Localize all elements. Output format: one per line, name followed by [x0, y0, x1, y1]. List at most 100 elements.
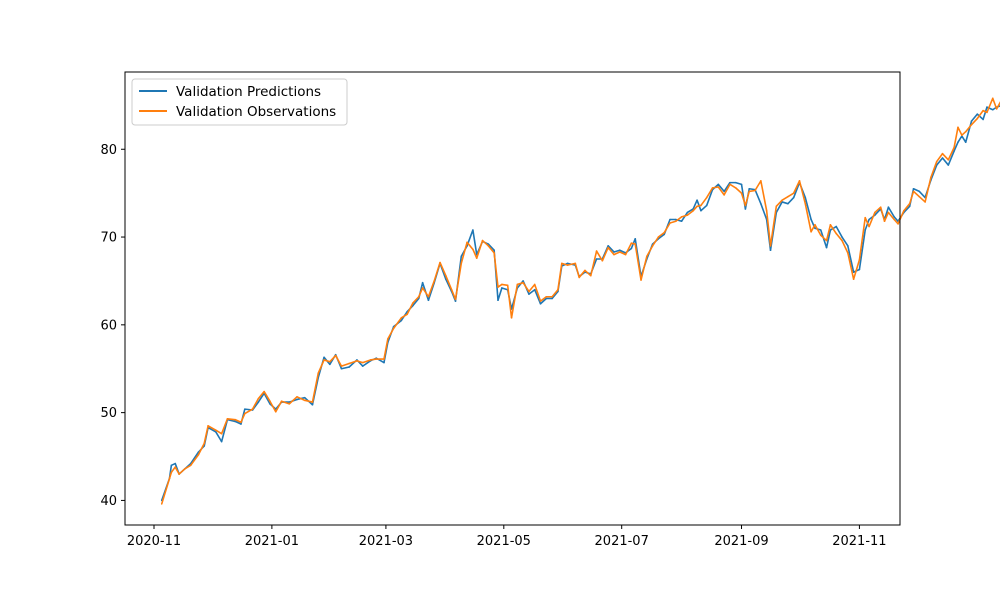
- data-point: [421, 287, 424, 289]
- data-point: [723, 190, 725, 193]
- x-tick-label: 2021-03: [359, 534, 413, 549]
- data-point: [775, 205, 778, 208]
- data-point: [995, 108, 998, 110]
- plot-area: [125, 72, 900, 525]
- data-point: [566, 262, 569, 265]
- data-point: [323, 359, 325, 361]
- data-point: [634, 238, 637, 240]
- data-point: [340, 365, 343, 367]
- data-point: [887, 211, 890, 214]
- data-point: [383, 358, 385, 360]
- data-point: [804, 196, 807, 199]
- data-point: [792, 192, 795, 194]
- data-point: [522, 280, 524, 282]
- data-point: [947, 158, 950, 161]
- legend: Validation Predictions Validation Observ…: [131, 78, 348, 126]
- data-point: [510, 317, 513, 319]
- data-point: [810, 218, 812, 221]
- legend-label-observations: Validation Observations: [176, 104, 336, 120]
- data-point: [835, 232, 838, 235]
- data-point: [903, 209, 905, 212]
- data-point: [893, 216, 895, 218]
- data-point: [528, 293, 530, 295]
- data-point: [356, 360, 358, 362]
- data-point: [427, 299, 430, 302]
- data-point: [769, 245, 772, 247]
- data-point: [729, 181, 731, 184]
- data-point: [317, 372, 320, 374]
- data-point: [819, 229, 822, 231]
- data-point: [472, 248, 474, 251]
- data-point: [961, 134, 963, 137]
- x-tick-label: 2021-07: [595, 534, 649, 549]
- data-point: [729, 183, 731, 186]
- data-point: [387, 338, 389, 340]
- data-point: [893, 218, 895, 221]
- data-point: [705, 204, 708, 207]
- data-point: [798, 180, 801, 182]
- data-point: [680, 216, 683, 218]
- data-point: [618, 249, 621, 252]
- data-point: [787, 195, 789, 198]
- data-point: [303, 396, 306, 399]
- data-point: [630, 242, 633, 244]
- data-point: [908, 202, 911, 205]
- data-point: [908, 205, 911, 208]
- x-tick-label: 2021-05: [477, 534, 531, 549]
- data-point: [427, 295, 430, 298]
- data-point: [220, 440, 223, 443]
- data-point: [589, 274, 592, 277]
- data-point: [964, 130, 967, 133]
- data-point: [964, 141, 967, 144]
- data-point: [748, 190, 751, 193]
- data-point: [852, 278, 855, 280]
- data-point: [858, 268, 861, 271]
- data-point: [226, 417, 229, 420]
- data-point: [781, 199, 783, 201]
- data-point: [982, 118, 984, 121]
- data-point: [174, 462, 177, 465]
- data-point: [874, 211, 876, 214]
- data-point: [744, 208, 747, 210]
- data-point: [787, 202, 789, 205]
- data-point: [160, 503, 163, 505]
- data-point: [334, 354, 337, 357]
- data-point: [533, 288, 536, 291]
- data-point: [769, 249, 772, 252]
- data-point: [868, 225, 870, 228]
- data-point: [864, 216, 867, 219]
- data-point: [174, 466, 177, 468]
- data-point: [947, 164, 950, 166]
- data-point: [244, 412, 246, 415]
- data-point: [566, 264, 569, 266]
- data-point: [551, 295, 553, 298]
- data-point: [675, 218, 677, 221]
- data-point: [466, 241, 468, 244]
- x-tick-label: 2021-01: [245, 534, 299, 549]
- data-point: [976, 117, 979, 120]
- data-point: [918, 190, 921, 193]
- data-point: [624, 253, 627, 256]
- data-point: [957, 141, 959, 144]
- data-point: [618, 251, 621, 253]
- data-point: [953, 146, 955, 149]
- data-point: [634, 243, 637, 245]
- data-point: [551, 297, 553, 300]
- data-point: [329, 360, 331, 363]
- data-point: [717, 183, 720, 186]
- data-point: [417, 295, 420, 298]
- data-point: [445, 278, 447, 280]
- data-point: [912, 187, 915, 190]
- data-point: [361, 365, 364, 367]
- data-point: [696, 199, 698, 201]
- data-point: [545, 295, 548, 298]
- data-point: [240, 423, 242, 425]
- data-point: [234, 420, 236, 423]
- data-point: [244, 408, 246, 410]
- data-point: [481, 239, 484, 242]
- validation-observations-line: [160, 97, 1000, 505]
- data-point: [400, 317, 403, 319]
- data-point: [613, 251, 615, 253]
- data-point: [970, 120, 973, 122]
- data-point: [680, 220, 683, 223]
